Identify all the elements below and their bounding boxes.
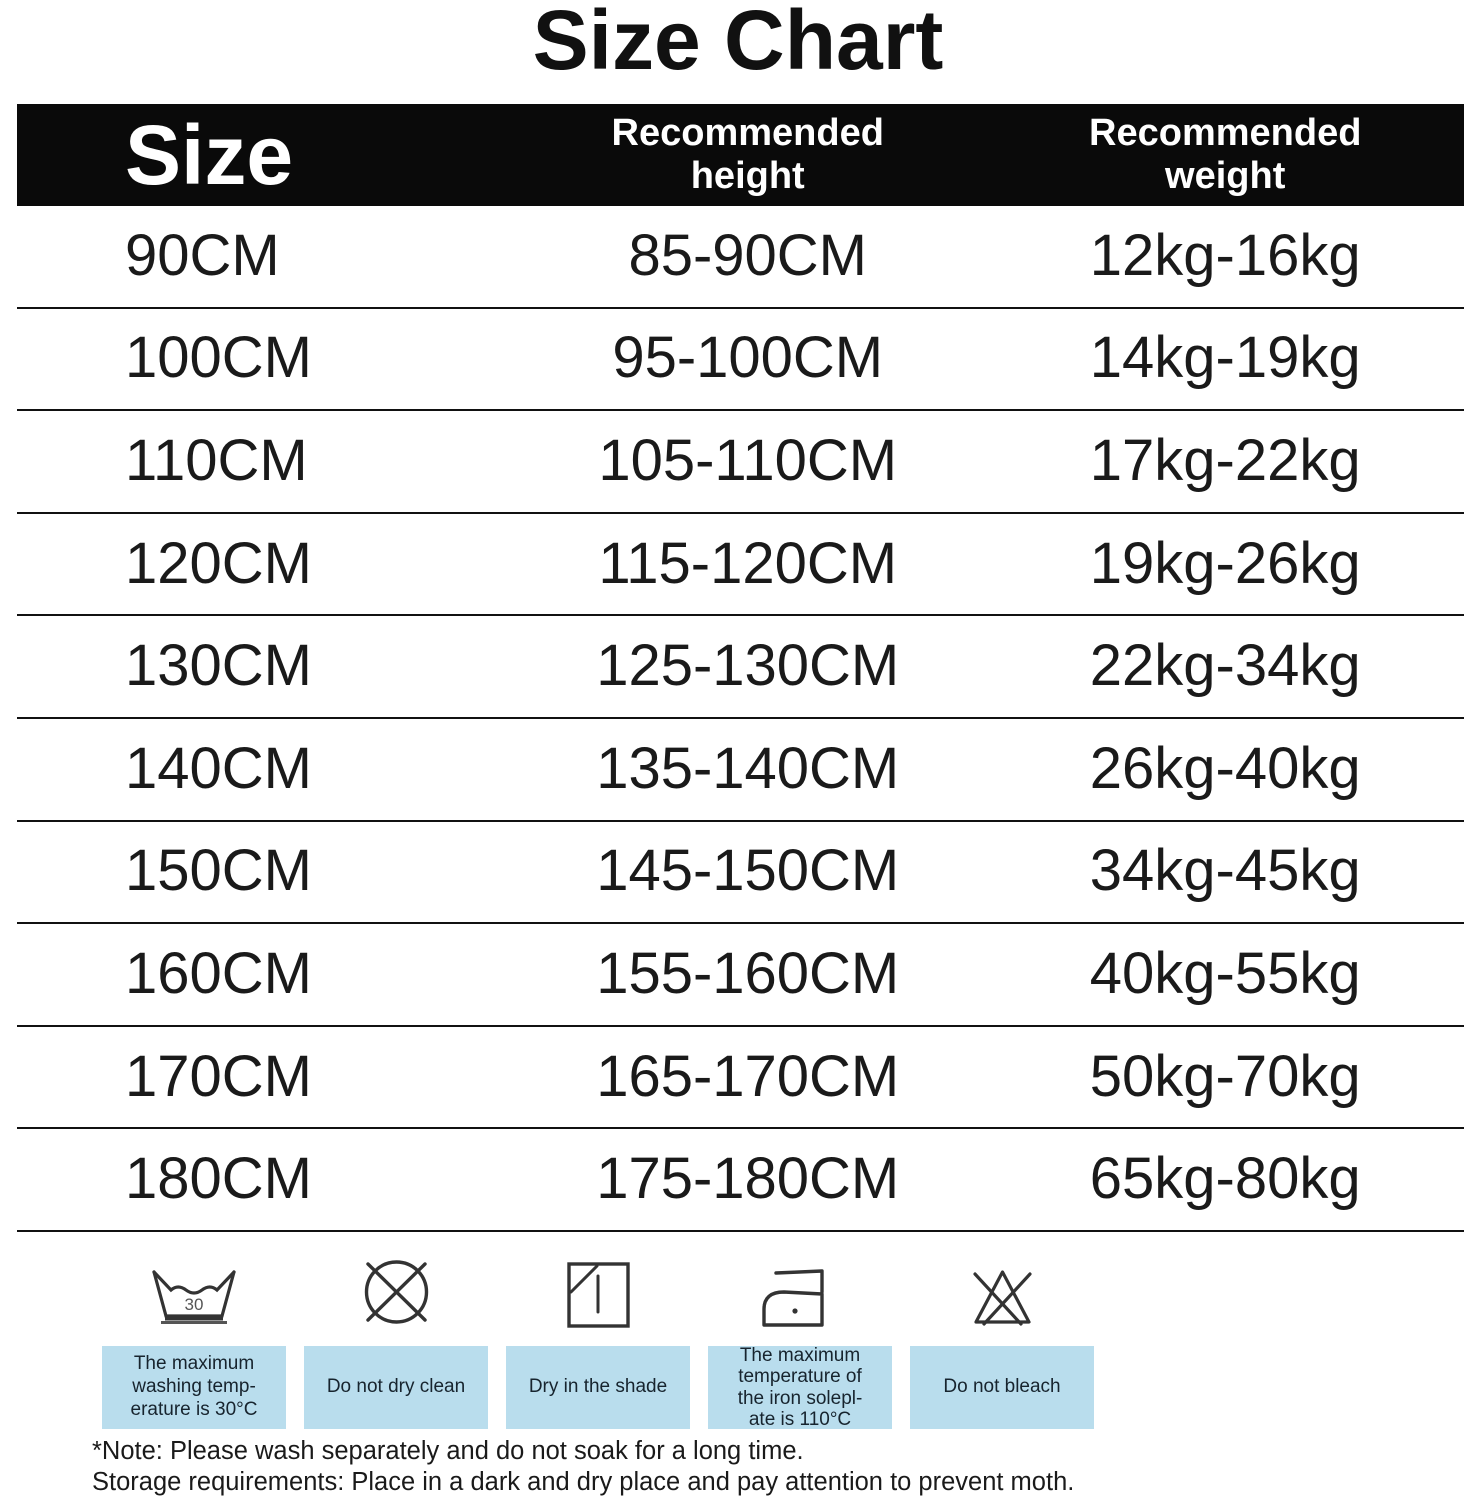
svg-text:30: 30 <box>185 1295 204 1314</box>
